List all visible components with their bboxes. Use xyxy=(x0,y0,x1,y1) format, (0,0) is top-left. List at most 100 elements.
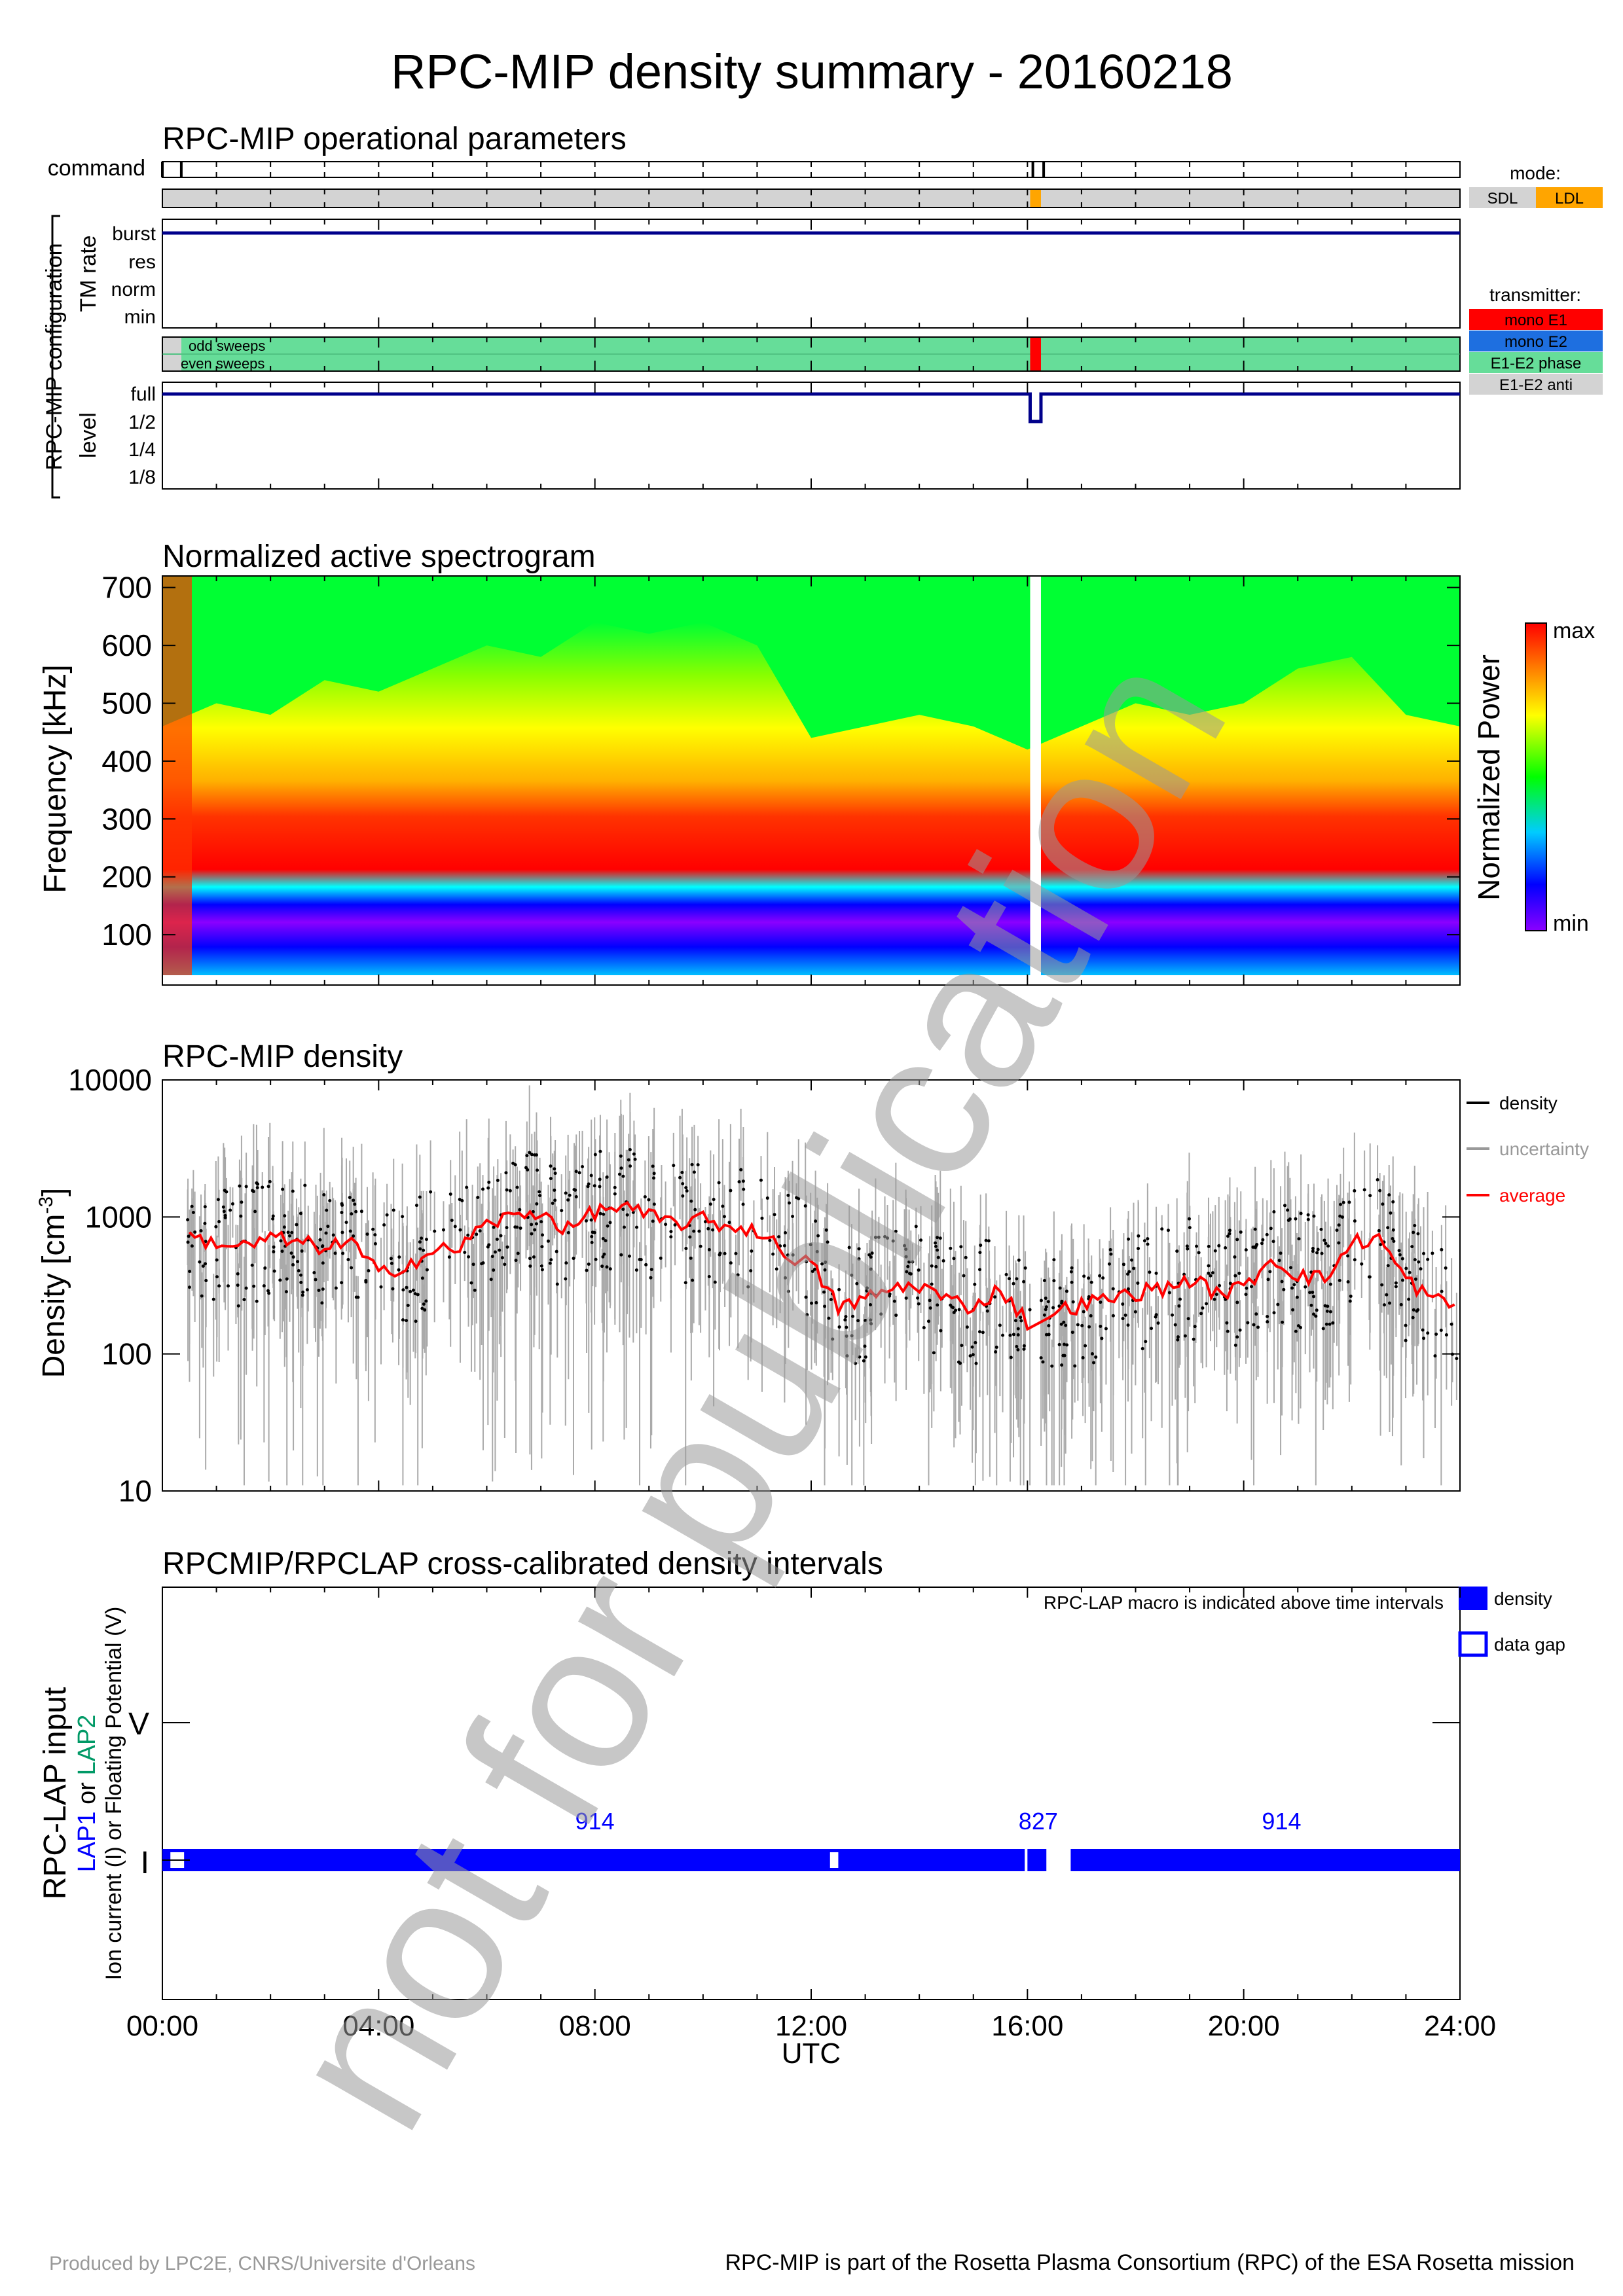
density-point xyxy=(244,1185,248,1189)
density-point xyxy=(696,1163,700,1167)
density-point xyxy=(879,1312,883,1316)
density-point xyxy=(1039,1356,1043,1360)
density-point xyxy=(1312,1312,1316,1316)
density-point xyxy=(296,1260,300,1264)
density-point xyxy=(1328,1322,1332,1326)
density-point xyxy=(1433,1354,1437,1358)
density-point xyxy=(737,1180,741,1184)
density-point xyxy=(568,1193,572,1197)
tm-tick-burst: burst xyxy=(112,223,156,245)
density-point xyxy=(508,1189,512,1193)
density-point xyxy=(252,1284,256,1288)
legend-interval-gap: data gap xyxy=(1494,1634,1565,1655)
density-point xyxy=(1328,1310,1332,1314)
density-point xyxy=(1295,1295,1299,1299)
density-point xyxy=(1070,1266,1074,1270)
spec-ytick-label-5: 600 xyxy=(101,628,152,662)
density-point xyxy=(845,1334,848,1338)
density-point xyxy=(267,1291,271,1295)
density-point xyxy=(392,1208,395,1212)
tx-mono-e2-swatch xyxy=(1469,331,1603,351)
density-point xyxy=(1411,1316,1415,1319)
density-point xyxy=(272,1269,276,1273)
level-tick-half: 1/2 xyxy=(128,412,156,433)
density-point xyxy=(1238,1328,1242,1332)
density-point xyxy=(1022,1347,1026,1351)
density-point xyxy=(589,1174,593,1177)
density-point xyxy=(608,1221,612,1225)
density-yaxis: 10 100 1000 10000 xyxy=(68,1063,1460,1508)
density-point xyxy=(236,1272,240,1276)
density-point xyxy=(934,1265,938,1268)
density-point xyxy=(688,1235,692,1239)
tx-mono-e1-label: mono E1 xyxy=(1504,312,1567,329)
density-point xyxy=(373,1233,377,1237)
macro-label-1: 827 xyxy=(1019,1808,1058,1835)
density-point xyxy=(1276,1302,1280,1306)
density-point xyxy=(869,1321,873,1325)
density-point xyxy=(1109,1252,1113,1256)
density-point xyxy=(492,1268,496,1272)
density-point xyxy=(1286,1208,1290,1212)
density-point xyxy=(911,1260,915,1264)
density-point xyxy=(199,1229,203,1233)
density-point xyxy=(379,1285,383,1289)
density-point xyxy=(1244,1248,1248,1252)
density-point xyxy=(652,1202,656,1206)
density-point xyxy=(1178,1297,1182,1301)
density-point xyxy=(604,1239,608,1243)
density-point xyxy=(217,1220,221,1224)
legend-average-label: average xyxy=(1499,1185,1565,1206)
density-point xyxy=(1059,1322,1063,1326)
density-point xyxy=(994,1345,998,1349)
density-point xyxy=(815,1249,819,1253)
density-point xyxy=(851,1314,855,1318)
density-point xyxy=(217,1284,221,1288)
density-point xyxy=(809,1243,812,1247)
spec-ytick-label-3: 400 xyxy=(101,744,152,778)
density-point xyxy=(1160,1227,1164,1231)
density-point xyxy=(1140,1347,1144,1351)
density-point xyxy=(903,1244,907,1247)
density-point xyxy=(1417,1260,1421,1264)
density-point xyxy=(1315,1308,1319,1312)
density-point xyxy=(886,1236,890,1240)
density-point xyxy=(973,1282,977,1286)
density-point xyxy=(413,1292,417,1296)
density-point xyxy=(598,1177,602,1181)
spec-ytick-label-2: 300 xyxy=(101,802,152,836)
density-point xyxy=(1228,1232,1231,1236)
density-point xyxy=(938,1236,942,1240)
density-point xyxy=(263,1266,267,1270)
density-point xyxy=(936,1303,939,1307)
density-point xyxy=(1132,1266,1136,1270)
density-point xyxy=(1289,1266,1293,1270)
density-point xyxy=(959,1245,963,1249)
density-point xyxy=(1171,1313,1175,1317)
density-point xyxy=(873,1236,877,1240)
density-point xyxy=(1061,1354,1065,1357)
spec-ytick-label-0: 100 xyxy=(101,918,152,952)
density-point xyxy=(481,1187,485,1191)
density-point xyxy=(1323,1304,1327,1308)
density-point xyxy=(1094,1355,1098,1359)
density-point xyxy=(221,1205,225,1209)
density-point xyxy=(1399,1302,1403,1306)
density-point xyxy=(1042,1279,1046,1283)
density-point xyxy=(303,1183,307,1187)
density-point xyxy=(539,1220,543,1224)
legend-uncertainty-label: uncertainty xyxy=(1499,1139,1589,1159)
density-point xyxy=(420,1236,424,1240)
density-point xyxy=(490,1255,494,1259)
density-point xyxy=(1044,1297,1048,1300)
density-point xyxy=(1312,1214,1316,1218)
density-point xyxy=(463,1250,467,1254)
density-point xyxy=(418,1240,422,1244)
density-point xyxy=(608,1267,612,1271)
density-point xyxy=(635,1225,639,1229)
density-point xyxy=(919,1238,923,1242)
density-point xyxy=(318,1238,322,1242)
density-point xyxy=(301,1290,305,1294)
density-point xyxy=(827,1316,831,1320)
density-point xyxy=(1207,1244,1211,1248)
